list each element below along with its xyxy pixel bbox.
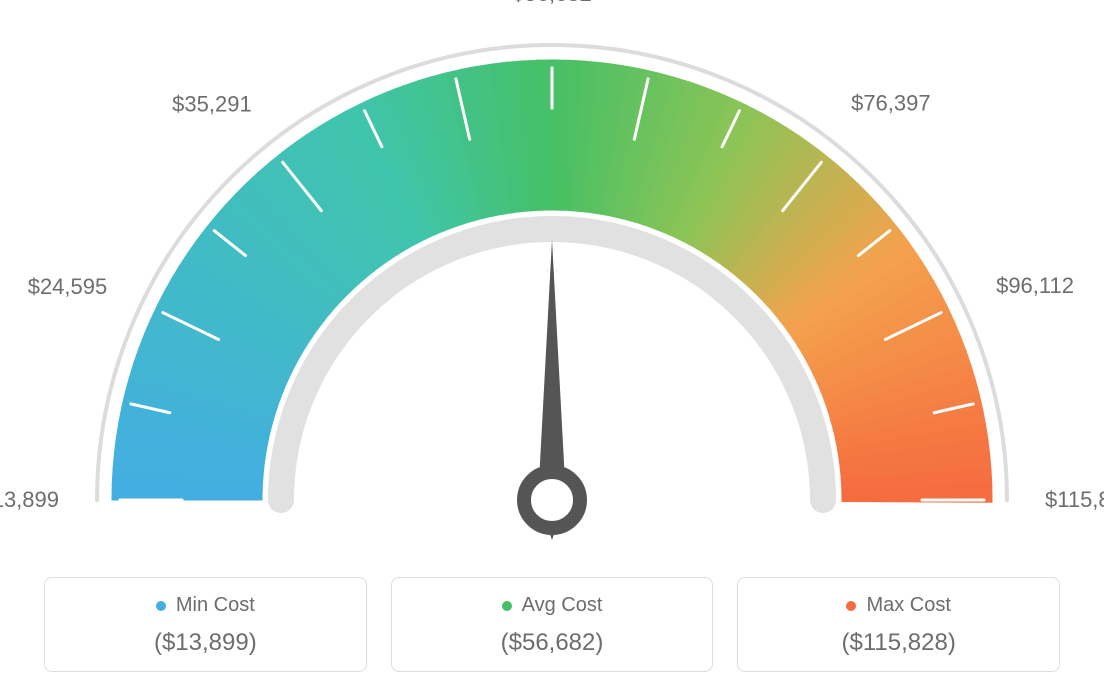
max-cost-label: Max Cost <box>866 594 950 617</box>
avg-cost-label: Avg Cost <box>522 594 603 617</box>
gauge-scale-label: $96,112 <box>996 273 1074 299</box>
avg-cost-title-row: Avg Cost <box>502 594 603 617</box>
gauge-scale-label: $115,828 <box>1045 487 1104 513</box>
gauge-scale-label: $13,899 <box>0 487 59 513</box>
avg-cost-card: Avg Cost ($56,682) <box>391 577 714 672</box>
gauge-scale-label: $76,397 <box>851 91 931 117</box>
max-cost-title-row: Max Cost <box>846 594 950 617</box>
gauge-chart: $13,899 $24,595 $35,291 $56,682 $76,397 $96,1… <box>0 0 1104 560</box>
min-cost-value: ($13,899) <box>45 629 366 657</box>
max-cost-value: ($115,828) <box>738 629 1059 657</box>
gauge-svg <box>0 0 1104 560</box>
min-cost-card: Min Cost ($13,899) <box>44 577 367 672</box>
gauge-scale-label: $35,291 <box>172 92 252 118</box>
gauge-scale-label: $56,682 <box>512 0 592 7</box>
avg-cost-value: ($56,682) <box>392 629 713 657</box>
min-cost-dot <box>156 601 166 611</box>
avg-cost-dot <box>502 601 512 611</box>
max-cost-card: Max Cost ($115,828) <box>737 577 1060 672</box>
max-cost-dot <box>846 601 856 611</box>
min-cost-title-row: Min Cost <box>156 594 255 617</box>
min-cost-label: Min Cost <box>176 594 255 617</box>
gauge-scale-label: $24,595 <box>28 274 108 300</box>
summary-cards: Min Cost ($13,899) Avg Cost ($56,682) Ma… <box>44 577 1060 672</box>
